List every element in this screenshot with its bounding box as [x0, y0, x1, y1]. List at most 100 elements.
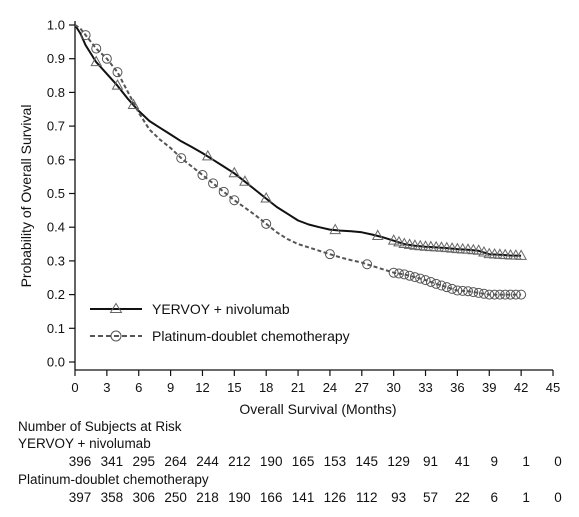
censor-marker	[472, 244, 485, 255]
x-tick-label: 39	[482, 380, 496, 395]
risk-count: 358	[101, 490, 124, 505]
censor-marker	[393, 235, 405, 247]
censor-marker	[505, 289, 516, 300]
series-1	[74, 24, 527, 260]
legend: YERVOY + nivolumab Platinum-doublet chem…	[90, 301, 350, 344]
x-tick-label: 0	[71, 380, 78, 395]
censor-marker	[362, 259, 373, 270]
censor-marker	[239, 175, 251, 186]
risk-count: 9	[491, 454, 499, 469]
risk-count: 264	[164, 454, 187, 469]
censor-marker	[457, 285, 468, 296]
censor-marker	[473, 287, 484, 298]
risk-count: 129	[387, 454, 410, 469]
risk-row-2: 397 358 306 250 218 190 166 141 126 112 93 57 22 6 1 0	[69, 490, 562, 505]
risk-row-label-2: Platinum-doublet chemotherapy	[18, 472, 209, 487]
risk-count: 397	[69, 490, 92, 505]
risk-row-1: 396 341 295 264 244 212 190 165 153 145 129 91 41 9 1 0	[69, 454, 562, 469]
risk-count: 306	[132, 490, 155, 505]
censor-marker	[229, 195, 240, 206]
risk-count: 6	[491, 490, 499, 505]
risk-count: 126	[324, 490, 347, 505]
censor-marker	[176, 153, 187, 164]
censor-marker	[494, 289, 505, 300]
risk-count: 341	[101, 454, 124, 469]
risk-count: 218	[196, 490, 219, 505]
legend-item-series-1: YERVOY + nivolumab	[90, 301, 290, 317]
censor-marker	[409, 239, 421, 250]
x-tick-label: 45	[546, 380, 560, 395]
x-tick-label: 12	[195, 380, 209, 395]
series-layer	[74, 24, 527, 300]
y-tick-label: 0.5	[47, 186, 65, 201]
censor-marker	[393, 268, 404, 279]
censor-marker	[478, 288, 489, 299]
x-tick-label: 3	[103, 380, 110, 395]
censor-marker	[91, 43, 102, 54]
y-tick-label: 1.0	[47, 18, 65, 33]
x-tick-label: 21	[291, 380, 305, 395]
risk-count: 41	[455, 454, 470, 469]
y-tick-label: 0.9	[47, 51, 65, 66]
y-tick-label: 0.2	[47, 287, 65, 302]
risk-row-label-1: YERVOY + nivolumab	[18, 436, 151, 451]
risk-count: 112	[356, 490, 378, 505]
censor-marker	[398, 237, 411, 249]
x-tick-label: 9	[167, 380, 174, 395]
censor-marker	[127, 98, 140, 110]
censor-marker	[441, 282, 452, 293]
censor-marker	[463, 286, 474, 297]
risk-count: 166	[260, 490, 283, 505]
risk-count: 396	[69, 454, 92, 469]
x-tick-label: 42	[514, 380, 528, 395]
x-tick-label: 27	[355, 380, 369, 395]
censor-marker	[452, 285, 463, 296]
risk-count: 190	[228, 490, 251, 505]
censor-marker	[208, 178, 219, 189]
risk-count: 22	[455, 490, 470, 505]
censor-marker	[371, 229, 384, 240]
y-tick-label: 0.8	[47, 85, 65, 100]
legend-label-series-2: Platinum-doublet chemotherapy	[152, 328, 350, 344]
censor-marker	[440, 241, 453, 253]
censor-marker	[80, 30, 91, 41]
risk-count: 93	[391, 490, 406, 505]
censor-marker	[415, 273, 426, 284]
censor-marker	[468, 287, 479, 298]
censor-marker	[489, 289, 500, 300]
censor-marker	[420, 275, 431, 286]
censor-marker	[112, 67, 123, 78]
y-tick-label: 0.7	[47, 119, 65, 134]
y-ticks: 0.0 0.1 0.2 0.3 0.4 0.5 0.6 0.7 0.8 0.9 1.0	[47, 18, 75, 370]
censor-marker	[431, 278, 442, 289]
censor-marker	[484, 289, 495, 300]
censor-marker	[467, 243, 480, 255]
x-ticks: 0 3 6 9 12 15 18 21 24 27 30 33 36 39 42 45	[71, 370, 560, 395]
censor-marker	[329, 223, 342, 235]
censor-marker	[201, 149, 214, 161]
risk-count: 1	[522, 454, 530, 469]
x-tick-label: 33	[418, 380, 432, 395]
censor-marker	[436, 280, 447, 291]
censor-marker	[446, 242, 458, 253]
x-tick-label: 30	[386, 380, 400, 395]
censor-marker	[462, 243, 474, 254]
censor-marker	[387, 234, 400, 245]
risk-count: 145	[356, 454, 379, 469]
risk-count: 250	[164, 490, 187, 505]
y-axis-title: Probability of Overall Survival	[18, 105, 34, 288]
y-tick-label: 0.6	[47, 152, 65, 167]
risk-count: 0	[554, 490, 562, 505]
censor-marker	[90, 55, 103, 67]
risk-count: 295	[132, 454, 155, 469]
censor-marker	[409, 272, 420, 283]
censor-marker	[414, 239, 427, 251]
risk-count: 212	[228, 454, 251, 469]
legend-marker-series-1	[109, 302, 123, 313]
risk-count: 153	[324, 454, 347, 469]
censor-marker	[516, 289, 527, 300]
series-2	[74, 24, 527, 300]
series-line-2	[74, 24, 522, 296]
censor-marker	[425, 276, 436, 287]
